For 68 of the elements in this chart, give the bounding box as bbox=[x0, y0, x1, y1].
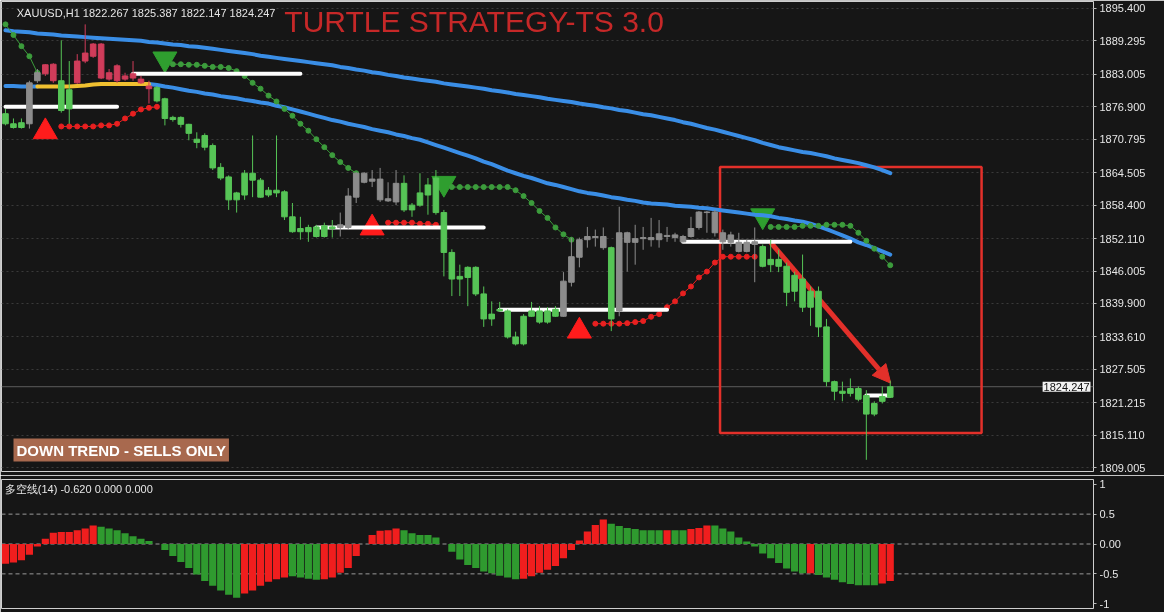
candlestick bbox=[129, 60, 137, 82]
y-tick-label: 1821.215 bbox=[1099, 396, 1146, 409]
y-tick-label: -0.5 bbox=[1099, 567, 1119, 580]
point bbox=[137, 106, 144, 113]
candlestick bbox=[687, 216, 695, 239]
point bbox=[695, 274, 702, 281]
point bbox=[106, 122, 113, 129]
ref-line-label: 1824.247 bbox=[1043, 380, 1090, 393]
point bbox=[632, 319, 639, 326]
bar bbox=[663, 530, 671, 544]
y-tick-label: 1895.400 bbox=[1099, 2, 1146, 15]
y-tick-label: 1846.005 bbox=[1099, 265, 1146, 278]
point bbox=[600, 320, 607, 327]
y-tick-label: 1815.110 bbox=[1099, 429, 1145, 442]
annotation: DOWN TREND - SELLS ONLY bbox=[16, 441, 226, 459]
candlestick bbox=[145, 80, 153, 105]
y-tick-label: 1839.900 bbox=[1099, 297, 1146, 310]
point bbox=[719, 253, 726, 260]
point bbox=[82, 123, 89, 130]
point bbox=[145, 104, 152, 111]
point bbox=[743, 253, 750, 260]
y-tick-label: 1870.795 bbox=[1099, 133, 1146, 146]
y-tick-label: 1809.005 bbox=[1099, 461, 1146, 474]
point bbox=[122, 115, 129, 122]
point bbox=[592, 320, 599, 327]
y-tick-label: 1852.110 bbox=[1099, 232, 1145, 245]
point bbox=[393, 219, 400, 226]
point bbox=[409, 219, 415, 226]
point bbox=[640, 318, 647, 325]
y-tick-label: 0.5 bbox=[1099, 508, 1115, 521]
point bbox=[648, 313, 655, 320]
bar bbox=[806, 544, 815, 574]
point bbox=[624, 320, 631, 327]
y-tick-label: 1876.900 bbox=[1099, 100, 1146, 113]
y-tick-label: 1833.610 bbox=[1099, 330, 1146, 343]
point bbox=[90, 123, 97, 130]
point bbox=[608, 320, 615, 327]
point bbox=[385, 219, 392, 226]
y-tick-label: 1883.005 bbox=[1099, 68, 1146, 81]
point bbox=[58, 123, 65, 130]
point bbox=[656, 311, 663, 318]
point bbox=[74, 123, 81, 130]
point bbox=[672, 298, 679, 305]
y-tick-label: 0.00 bbox=[1099, 538, 1121, 550]
point bbox=[153, 103, 160, 110]
y-tick-label: 1827.505 bbox=[1099, 363, 1146, 376]
y-tick-label: 1 bbox=[1099, 478, 1106, 491]
point bbox=[130, 110, 137, 117]
y-tick-label: 1889.295 bbox=[1099, 34, 1146, 47]
point bbox=[735, 253, 742, 260]
chart-title: TURTLE STRATEGY-TS 3.0 bbox=[284, 4, 664, 38]
point bbox=[98, 122, 105, 129]
point bbox=[114, 120, 121, 127]
chart-subtitle: XAUUSD,H1 1822.267 1825.387 1822.147 1824.247 bbox=[16, 6, 276, 19]
chart-title: 多空线(14) -0.620 0.000 0.000 bbox=[4, 482, 153, 495]
y-tick-label: -1 bbox=[1099, 597, 1110, 610]
point bbox=[703, 268, 710, 275]
point bbox=[751, 253, 758, 260]
point bbox=[401, 219, 408, 226]
y-tick-label: 1858.400 bbox=[1099, 199, 1146, 212]
point bbox=[66, 123, 73, 130]
point bbox=[711, 259, 718, 266]
point bbox=[727, 253, 734, 260]
point bbox=[616, 320, 623, 327]
point bbox=[680, 290, 686, 297]
point bbox=[687, 283, 694, 290]
y-tick-label: 1864.505 bbox=[1099, 166, 1146, 179]
candlestick bbox=[408, 202, 416, 218]
